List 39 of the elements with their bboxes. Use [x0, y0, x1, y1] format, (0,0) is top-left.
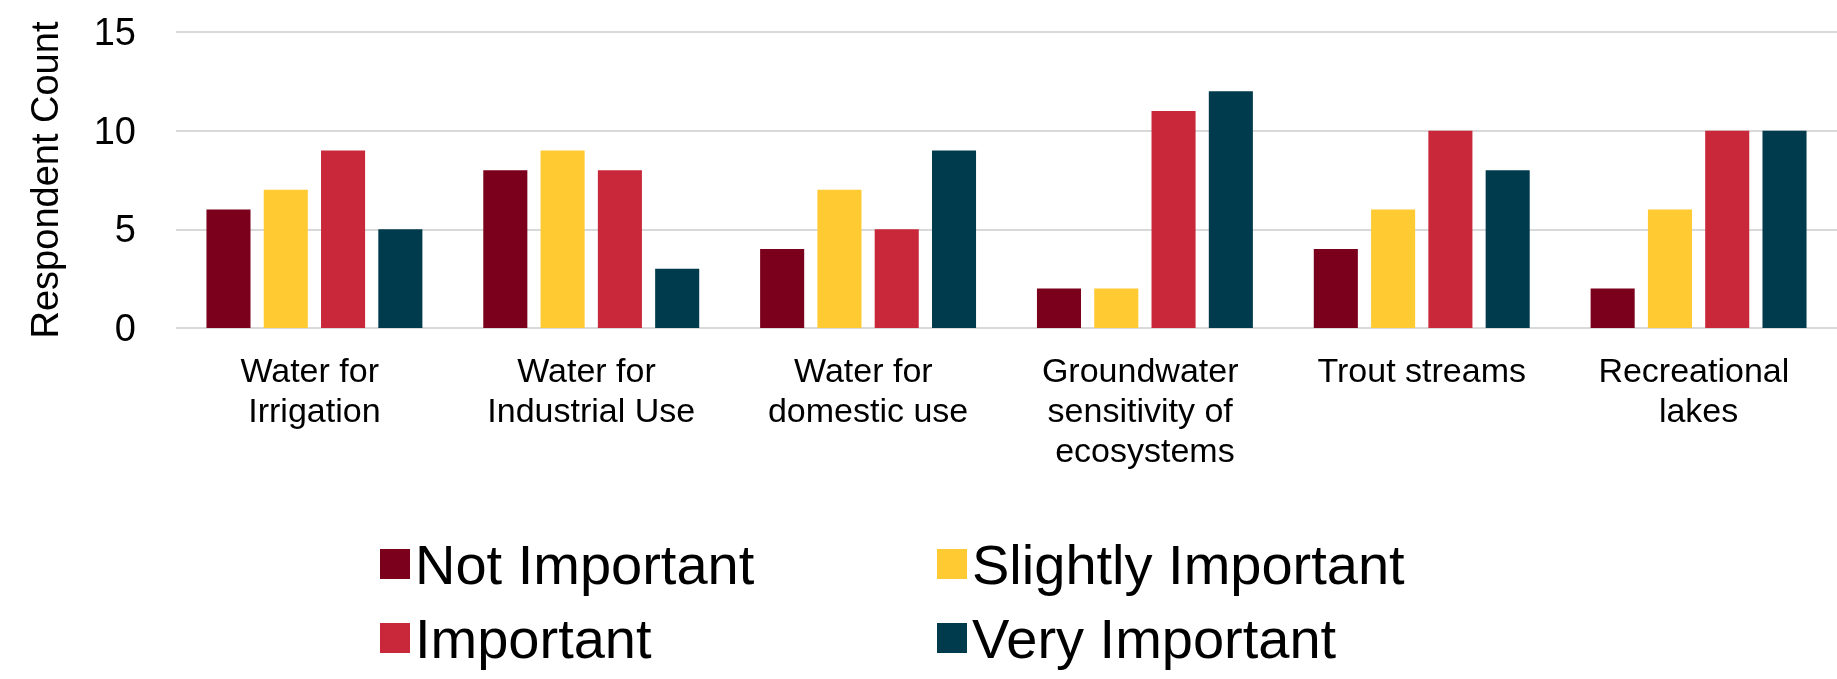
- bar: [263, 189, 308, 328]
- bar: [483, 170, 528, 328]
- x-tick-label: Groundwater sensitivity of ecosystems: [1041, 351, 1248, 469]
- bar: [1313, 249, 1358, 328]
- bar: [874, 229, 919, 328]
- legend-label: Not Important: [415, 532, 755, 596]
- bar: [760, 249, 805, 328]
- bar: [1036, 288, 1082, 328]
- x-tick-label: Water for Industrial Use: [487, 351, 696, 429]
- y-axis-title: Respondent Count: [24, 21, 66, 339]
- x-tick-label: Water for domestic use: [767, 351, 969, 429]
- bar: [1371, 209, 1416, 328]
- bar: [1590, 288, 1635, 328]
- bar: [1705, 130, 1750, 328]
- bar: [206, 209, 251, 328]
- bar: [655, 268, 700, 328]
- legend-label: Important: [415, 606, 652, 670]
- y-tick-label: 10: [93, 109, 136, 152]
- y-tick-label: 0: [114, 307, 136, 349]
- x-tick-label: Trout streams: [1317, 351, 1526, 389]
- bar: [1094, 288, 1139, 328]
- bar: [1151, 110, 1196, 328]
- bar: [378, 229, 423, 328]
- bar: [931, 150, 977, 328]
- bar: [321, 150, 366, 328]
- x-tick-label: Recreational lakes: [1598, 351, 1799, 429]
- bar: [1208, 91, 1253, 328]
- bar: [597, 170, 642, 328]
- legend-label: Slightly Important: [972, 532, 1406, 596]
- x-tick-label: Water for Irrigation: [240, 351, 389, 429]
- y-tick-label: 15: [93, 11, 136, 53]
- bar: [1647, 209, 1692, 328]
- y-tick-label: 5: [114, 208, 136, 251]
- bar: [817, 189, 862, 328]
- bar: [540, 150, 585, 328]
- bar: [1428, 130, 1473, 328]
- bar: [1762, 130, 1807, 328]
- bar: [1485, 170, 1530, 328]
- legend-label: Very Important: [972, 606, 1337, 670]
